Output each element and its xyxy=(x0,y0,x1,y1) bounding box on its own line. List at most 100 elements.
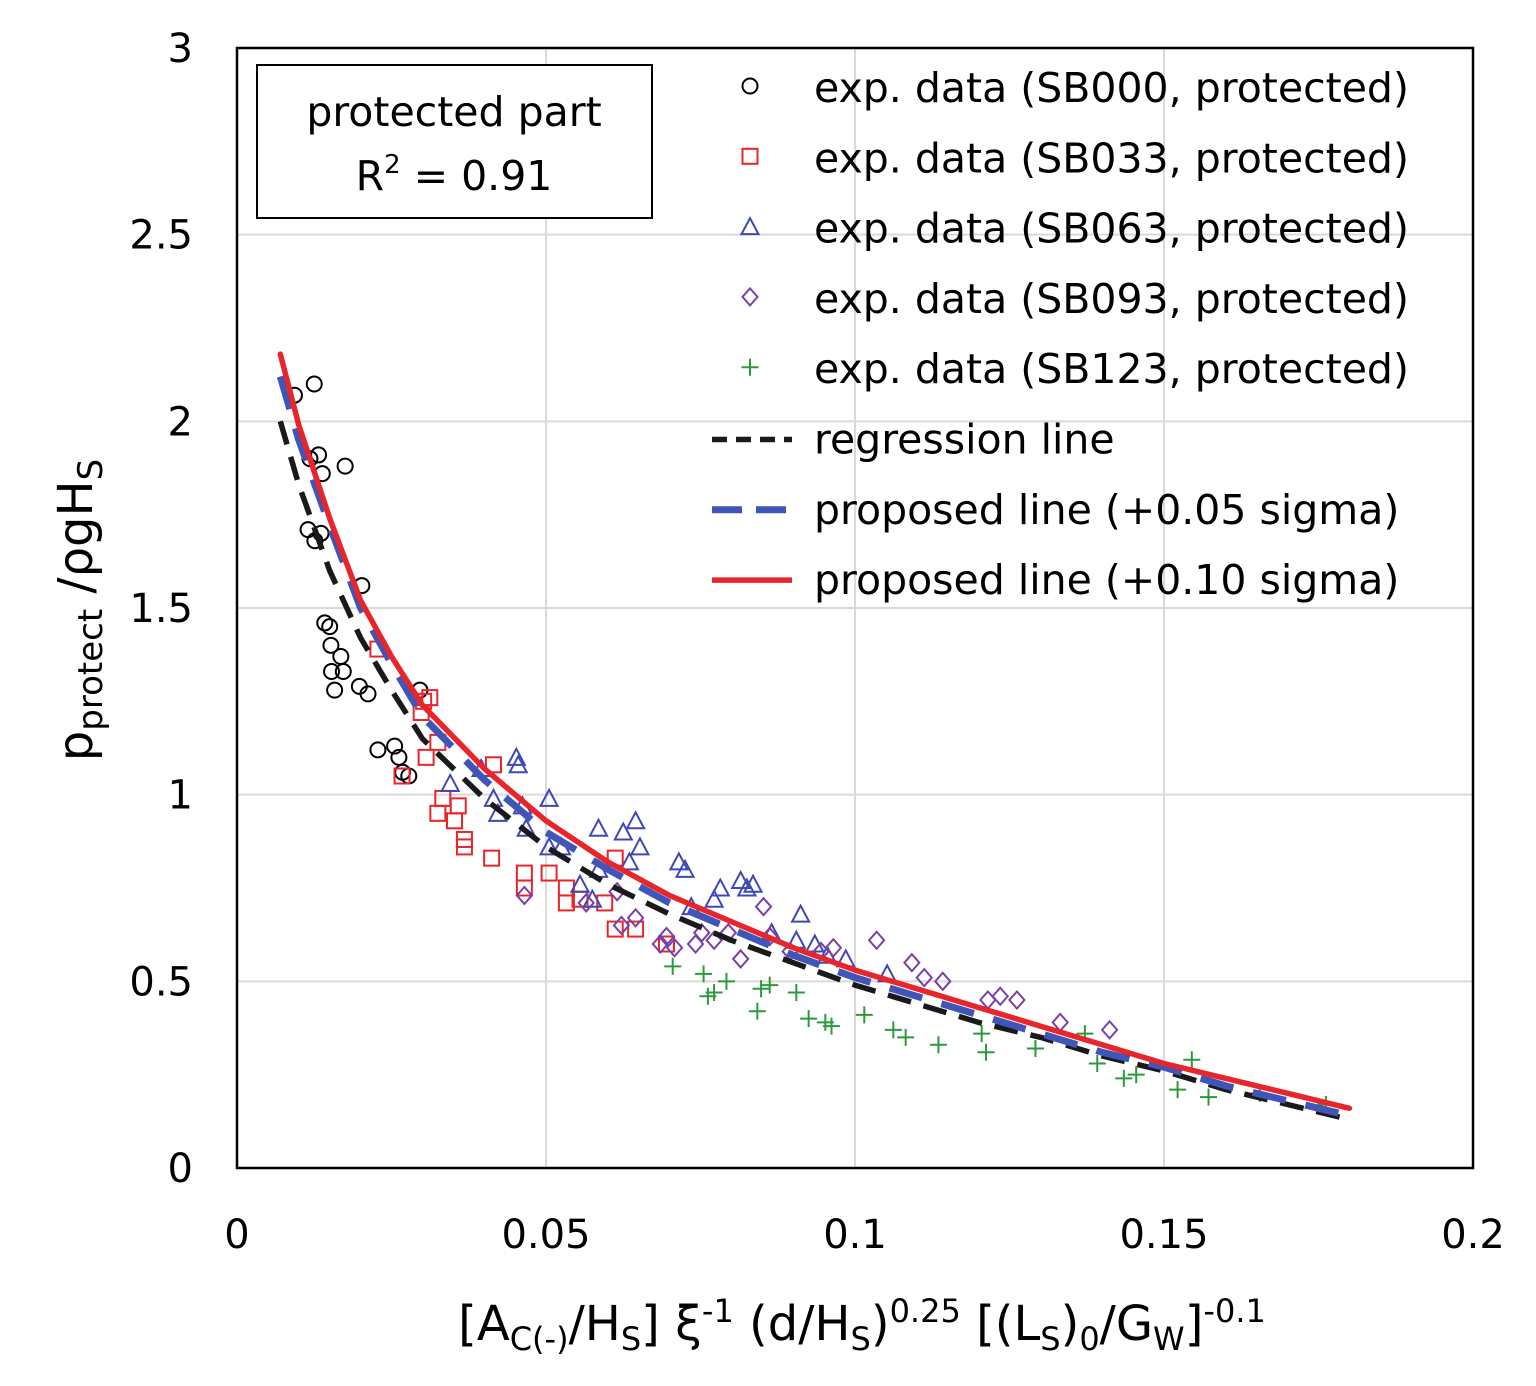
square-marker xyxy=(557,894,575,912)
square-marker xyxy=(540,864,558,882)
circle-marker xyxy=(326,681,344,699)
circle-marker xyxy=(322,636,340,654)
triangle-marker xyxy=(625,810,646,830)
circle-marker xyxy=(369,741,387,759)
square-marker xyxy=(627,920,645,938)
triangle-marker xyxy=(588,817,609,837)
square-marker xyxy=(515,864,533,882)
square-marker xyxy=(393,767,411,785)
diamond-marker xyxy=(686,933,705,955)
plus-marker xyxy=(1088,1054,1106,1072)
plot-area-frame xyxy=(235,46,1475,1170)
plus-marker xyxy=(787,984,805,1002)
square-marker xyxy=(429,804,447,822)
grid xyxy=(237,48,1473,1168)
triangle-marker xyxy=(790,903,811,923)
plus-marker xyxy=(1200,1088,1217,1106)
plus-marker xyxy=(855,1006,873,1024)
series-line xyxy=(277,420,1351,1123)
plus-marker xyxy=(741,358,759,376)
plus-marker xyxy=(823,1017,841,1035)
diamond-marker xyxy=(577,892,596,913)
legend-label: proposed line (+0.10 sigma) xyxy=(814,556,1399,604)
circle-marker xyxy=(359,685,377,703)
diamond-marker xyxy=(692,922,711,943)
triangle-marker xyxy=(674,858,696,878)
legend-label: regression line xyxy=(814,416,1115,464)
plus-marker xyxy=(929,1036,947,1054)
triangle-marker xyxy=(506,746,527,766)
legend-label: exp. data (SB000, protected) xyxy=(814,64,1409,112)
circle-marker xyxy=(332,648,350,666)
square-marker xyxy=(434,789,452,807)
square-marker xyxy=(484,756,502,774)
square-marker xyxy=(596,894,614,912)
x-axis-title: [AC(-)/HS] ξ-1 (d/HS)0.25 [(LS)0/GW]-0.1 xyxy=(458,1292,1266,1358)
legend-label: exp. data (SB063, protected) xyxy=(814,205,1409,253)
diamond-marker xyxy=(741,286,759,307)
legend-label: exp. data (SB123, protected) xyxy=(814,345,1409,393)
square-marker xyxy=(658,935,676,953)
plus-marker xyxy=(897,1028,915,1046)
line-layer xyxy=(276,351,1353,1123)
diamond-marker xyxy=(626,907,645,928)
plus-marker xyxy=(800,1010,818,1028)
triangle-marker xyxy=(619,851,640,871)
circle-marker xyxy=(323,662,341,680)
plus-marker xyxy=(1115,1069,1133,1087)
plus-marker xyxy=(1127,1066,1145,1084)
plus-marker xyxy=(1169,1081,1187,1099)
x-tick-label: 0.15 xyxy=(1119,1212,1208,1258)
legend-label: exp. data (SB093, protected) xyxy=(814,275,1409,323)
triangle-marker xyxy=(613,821,634,841)
x-tick-label: 0 xyxy=(224,1212,249,1258)
square-marker xyxy=(417,748,435,766)
point-layer xyxy=(285,375,1335,1114)
diamond-marker xyxy=(612,915,631,936)
triangle-marker xyxy=(508,754,529,774)
plus-marker xyxy=(1183,1051,1201,1069)
y-tick-label: 0 xyxy=(168,1146,193,1192)
circle-marker xyxy=(321,618,339,636)
square-marker xyxy=(483,849,501,867)
diamond-marker xyxy=(665,937,684,958)
triangle-marker xyxy=(730,869,751,890)
square-marker xyxy=(606,920,624,938)
y-tick-label: 2.5 xyxy=(129,213,193,259)
square-marker xyxy=(515,879,533,897)
diamond-marker xyxy=(903,952,921,973)
triangle-marker xyxy=(440,772,461,792)
plus-marker xyxy=(717,972,735,990)
triangle-marker xyxy=(710,877,731,897)
plus-marker xyxy=(761,976,779,994)
legend-label: proposed line (+0.05 sigma) xyxy=(814,486,1399,534)
y-tick-label: 1.5 xyxy=(129,586,193,632)
diamond-marker xyxy=(657,926,676,947)
diamond-marker xyxy=(824,937,843,958)
triangle-marker xyxy=(736,877,758,897)
diamond-marker xyxy=(867,930,886,951)
y-tick-label: 2 xyxy=(168,399,193,445)
plus-marker xyxy=(884,1021,902,1039)
diamond-marker xyxy=(933,971,952,992)
plus-marker xyxy=(977,1043,995,1061)
triangle-marker xyxy=(569,873,591,893)
annotation-box: protected part R2 = 0.91 xyxy=(256,64,653,219)
y-tick-label: 0.5 xyxy=(129,959,193,1005)
circle-marker xyxy=(386,737,404,755)
plus-marker xyxy=(705,984,723,1002)
circle-marker xyxy=(305,375,323,393)
circle-marker xyxy=(334,662,352,680)
x-tick-label: 0.05 xyxy=(501,1212,590,1258)
square-marker xyxy=(446,812,464,830)
y-tick-label: 3 xyxy=(168,26,193,72)
diamond-marker xyxy=(651,933,670,955)
x-tick-label: 0.2 xyxy=(1441,1212,1505,1258)
triangle-marker xyxy=(703,888,725,908)
plus-marker xyxy=(664,957,682,975)
square-marker xyxy=(449,797,467,815)
diamond-marker xyxy=(1100,1019,1119,1040)
square-marker xyxy=(741,147,759,165)
legend-label: exp. data (SB033, protected) xyxy=(814,134,1409,182)
